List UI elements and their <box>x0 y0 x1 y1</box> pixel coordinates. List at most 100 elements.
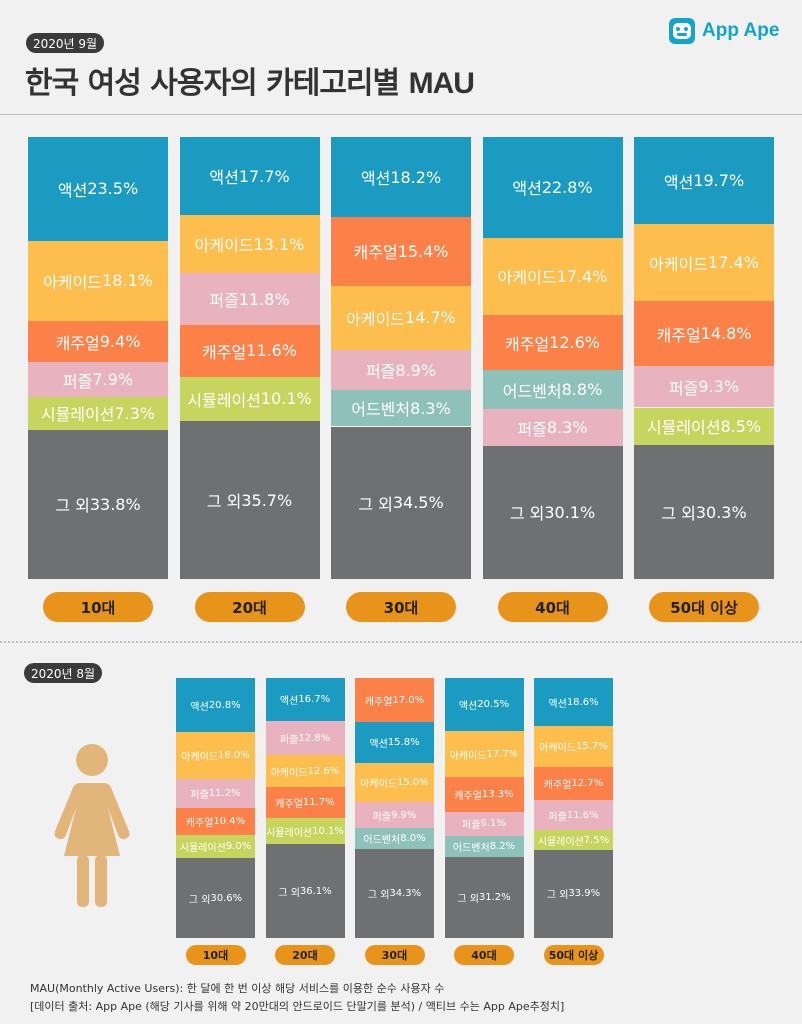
age-group-label-2: 20대 <box>275 945 335 965</box>
segment-value-label: 16.7 <box>298 694 321 706</box>
segment-value-label: 10.4 <box>213 816 236 828</box>
bar-segment-4-1: 액션 20.5% <box>444 678 524 732</box>
segment-category-label: 시뮬레이션 <box>646 418 721 438</box>
ape-face-icon <box>669 18 695 44</box>
segment-category-label: 퍼즐 <box>668 378 699 398</box>
segment-category-label: 퍼즐 <box>365 362 396 382</box>
app-ape-logo: App Ape <box>668 17 779 45</box>
segment-category-label: 그 외 <box>457 893 479 905</box>
segment-category-label: 그 외 <box>55 496 90 516</box>
segment-value-label: 18.1 <box>102 271 138 291</box>
segment-value-label: 8.8 <box>561 380 588 400</box>
bar-segment-1-6: 그 외 30.6% <box>176 858 255 938</box>
segment-category-label: 캐주얼 <box>364 696 393 708</box>
bar-segment-4-3: 캐주얼 12.6% <box>482 314 623 371</box>
segment-category-label: 액션 <box>548 698 567 710</box>
segment-category-label: 퍼즐 <box>372 811 391 823</box>
segment-category-label: 아케이드 <box>497 268 557 288</box>
bar-segment-1-1: 액션 23.5% <box>28 137 168 241</box>
bar-segment-1-4: 퍼즐 7.9% <box>28 362 168 398</box>
segment-value-label: 8.3 <box>546 418 573 438</box>
logo-text: App Ape <box>702 20 780 41</box>
bar-segment-1-5: 시뮬레이션 7.3% <box>28 397 168 430</box>
bar-segment-5-3: 캐주얼 12.7% <box>534 767 613 801</box>
page-title: 한국 여성 사용자의 카테고리별 MAU <box>25 58 475 102</box>
bar-segment-2-3: 아케이드 12.6% <box>265 754 345 788</box>
segment-value-label: 13.1 <box>253 234 290 254</box>
segment-category-label: 그 외 <box>546 890 569 902</box>
age-group-label-3: 30대 <box>364 945 425 965</box>
segment-value-label: 12.6 <box>307 765 330 777</box>
segment-category-label: 어드벤처 <box>452 842 490 854</box>
segment-value-label: 20.5 <box>477 699 500 711</box>
segment-value-label: 17.4 <box>708 253 744 273</box>
bar-segment-2-3: 퍼즐 11.8% <box>179 273 320 326</box>
segment-category-label: 그 외 <box>206 492 242 512</box>
segment-value-label: 10.1 <box>260 389 297 409</box>
bar-segment-3-5: 어드벤처 8.3% <box>331 389 471 427</box>
bar-segment-2-4: 캐주얼 11.6% <box>179 325 320 377</box>
segment-value-label: 30.3 <box>695 502 732 522</box>
segment-category-label: 액션 <box>360 169 391 189</box>
bar-segment-3-6: 그 외 34.5% <box>331 426 471 579</box>
bar-segment-4-5: 어드벤처 8.2% <box>444 835 524 857</box>
bar-segment-3-2: 액션 15.8% <box>355 722 434 764</box>
segment-value-label: 18.6 <box>566 696 590 708</box>
segment-category-label: 캐주얼 <box>505 334 550 354</box>
bar-segment-5-2: 아케이드 15.7% <box>534 726 613 768</box>
segment-category-label: 퍼즐 <box>517 419 547 439</box>
segment-category-label: 액션 <box>190 701 209 713</box>
segment-value-label: 36.1 <box>299 885 323 897</box>
bar-segment-3-1: 액션 18.2% <box>331 137 471 218</box>
segment-category-label: 시뮬레이션 <box>187 390 261 410</box>
bar-segment-4-4: 어드벤처 8.8% <box>482 370 623 410</box>
august-stacked-bar-chart: 액션 20.8% 아케이드 18.0% 퍼즐 11.2% 캐주얼 10.4% 시뮬레이션… <box>176 678 613 965</box>
segment-category-label: 캐주얼 <box>202 342 247 362</box>
bar-segment-1-1: 액션 20.8% <box>176 678 255 733</box>
segment-value-label: 8.3 <box>410 398 436 418</box>
bar-segment-3-3: 아케이드 14.7% <box>331 285 471 351</box>
segment-value-label: 17.7 <box>486 748 509 760</box>
age-group-label-1: 10대 <box>185 945 246 965</box>
bar-segment-4-2: 아케이드 17.4% <box>482 237 623 315</box>
segment-category-label: 어드벤처 <box>502 381 562 401</box>
segment-category-label: 그 외 <box>367 889 390 901</box>
age-group-label-5: 50대 이상 <box>543 945 604 965</box>
segment-category-label: 아케이드 <box>539 743 577 755</box>
segment-category-label: 퍼즐 <box>548 811 567 823</box>
bar-segment-4-2: 아케이드 17.7% <box>444 731 524 778</box>
footnote-data-source: [데이터 출처: App Ape (해당 기사를 위해 약 20만대의 안드로이… <box>30 1000 565 1013</box>
bar-segment-1-6: 그 외 33.8% <box>28 429 168 579</box>
segment-category-label: 그 외 <box>188 894 211 906</box>
segment-value-label: 14.8 <box>700 324 737 344</box>
segment-value-label: 31.2 <box>478 891 502 903</box>
page-title-mau: MAU <box>408 67 475 100</box>
segment-value-label: 22.8 <box>541 177 578 197</box>
segment-value-label: 30.1 <box>544 502 580 522</box>
segment-value-label: 12.8 <box>298 732 321 744</box>
bar-segment-2-2: 퍼즐 12.8% <box>265 721 345 755</box>
age-group-label-4: 40대 <box>497 592 608 622</box>
segment-value-label: 14.7 <box>405 308 441 328</box>
bar-segment-2-6: 그 외 35.7% <box>179 421 320 579</box>
segment-category-label: 캐주얼 <box>353 243 398 263</box>
bar-segment-2-6: 그 외 36.1% <box>265 844 345 938</box>
bar-segment-2-4: 캐주얼 11.7% <box>265 787 345 818</box>
segment-value-label: 7.3 <box>114 403 140 423</box>
segment-category-label: 퍼즐 <box>279 734 299 746</box>
segment-category-label: 캐주얼 <box>185 818 214 830</box>
bar-segment-5-3: 캐주얼 14.8% <box>634 300 774 367</box>
segment-category-label: 액션 <box>209 168 239 188</box>
segment-category-label: 아케이드 <box>649 254 709 274</box>
segment-value-label: 9.9 <box>390 809 407 821</box>
bar-segment-5-4: 퍼즐 11.6% <box>534 800 613 831</box>
bar-segment-4-3: 캐주얼 13.3% <box>444 777 524 812</box>
segment-category-label: 액션 <box>279 696 299 708</box>
date-badge-september: 2020년 9월 <box>26 33 104 53</box>
bar-segment-3-4: 퍼즐 8.9% <box>331 350 471 390</box>
segment-category-label: 액션 <box>512 179 542 199</box>
segment-value-label: 8.2 <box>489 840 506 852</box>
segment-value-label: 13.3 <box>481 789 505 801</box>
segment-value-label: 12.7 <box>571 778 594 790</box>
segment-value-label: 34.5 <box>392 493 429 513</box>
